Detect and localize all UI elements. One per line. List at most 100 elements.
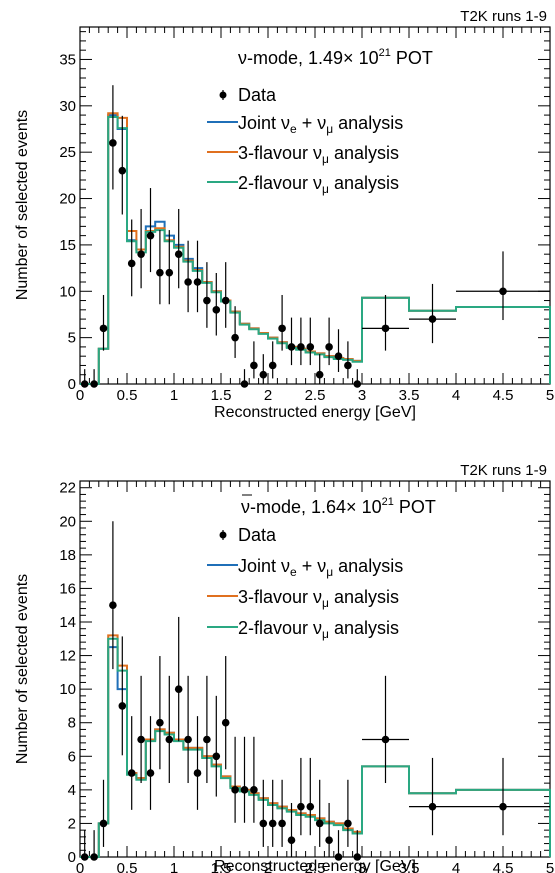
- x-tick-label: 5: [546, 860, 554, 873]
- data-point: [193, 716, 202, 810]
- data-marker: [212, 752, 221, 761]
- data-marker: [297, 802, 305, 811]
- y-tick-label: 14: [59, 614, 76, 631]
- legend-entry-two-flavour: 2-flavour νμ analysis: [207, 618, 399, 641]
- data-point: [297, 757, 305, 836]
- data-point: [306, 317, 315, 366]
- data-point: [165, 675, 174, 784]
- data-point: [212, 695, 221, 797]
- data-marker: [325, 343, 333, 351]
- data-marker: [109, 601, 117, 610]
- data-points: [80, 521, 550, 861]
- data-marker: [428, 315, 437, 323]
- data-marker: [344, 819, 352, 828]
- y-tick-label: 20: [59, 513, 76, 530]
- data-point: [306, 757, 315, 836]
- legend-entry-data: Data: [219, 85, 277, 105]
- data-point: [184, 240, 192, 313]
- data-point: [99, 294, 108, 351]
- legend: ν-mode, 1.49× 1021 POT Data Joint νe + ν…: [207, 47, 433, 196]
- data-point: [231, 306, 239, 358]
- data-point: [259, 354, 268, 384]
- y-tick-label: 20: [59, 191, 76, 208]
- y-tick-label: 4: [68, 782, 76, 799]
- data-point: [156, 230, 164, 305]
- data-marker: [334, 853, 343, 861]
- data-marker: [99, 819, 108, 828]
- x-tick-label: 4: [452, 860, 460, 873]
- data-point: [287, 317, 296, 366]
- x-tick-label: 4.5: [493, 860, 514, 873]
- x-tick-label: 3: [358, 860, 366, 873]
- x-tick-label: 5: [546, 387, 554, 404]
- data-marker: [127, 259, 136, 268]
- data-point: [259, 779, 268, 847]
- data-point: [127, 716, 136, 810]
- data-marker: [165, 735, 174, 744]
- data-marker: [174, 685, 183, 693]
- data-marker: [174, 250, 183, 258]
- data-marker: [259, 819, 268, 828]
- data-point: [109, 521, 117, 670]
- data-point: [278, 294, 286, 351]
- data-marker: [137, 735, 145, 744]
- chart-panel-nu-mode: T2K runs 1-9 0 0.5 1 1.5 2 2.5 3 3.5 4 4.5 5 0 5 10 1…: [14, 8, 554, 421]
- data-marker: [156, 718, 164, 727]
- x-axis: 0 0.5 1 1.5 2 2.5 3 3.5 4 4.5 5: [76, 481, 554, 873]
- histogram-lines: [80, 634, 551, 858]
- data-point: [156, 656, 164, 770]
- y-tick-label: 10: [59, 681, 76, 698]
- data-point: [315, 354, 324, 384]
- y-tick-label: 5: [68, 330, 76, 347]
- data-marker: [306, 343, 315, 351]
- y-axis-title: Number of selected events: [14, 574, 31, 764]
- data-point: [334, 329, 343, 372]
- x-tick-label: 3.5: [399, 860, 420, 873]
- y-tick-label: 22: [59, 480, 76, 497]
- x-tick-label: 0: [76, 387, 84, 404]
- data-point: [80, 369, 89, 388]
- data-point: [174, 208, 183, 289]
- y-axis: 0 2 4 6 8 10 12 14 16 18 20 22: [59, 480, 550, 866]
- legend-entry-data: Data: [219, 525, 277, 545]
- data-marker: [212, 306, 221, 314]
- y-tick-label: 8: [68, 715, 76, 732]
- x-tick-label: 1.5: [211, 860, 232, 873]
- data-marker: [381, 324, 390, 333]
- data-point: [278, 779, 286, 847]
- data-marker: [184, 278, 192, 286]
- x-tick-label: 1: [170, 387, 178, 404]
- data-point: [268, 341, 277, 379]
- data-point: [362, 294, 409, 351]
- data-marker: [80, 380, 89, 388]
- data-marker: [127, 769, 136, 777]
- mode-title: ν-mode, 1.64× 1021 POT: [241, 496, 436, 517]
- legend-entry-joint: Joint νe + νμ analysis: [207, 113, 403, 136]
- data-marker: [221, 718, 230, 727]
- data-point: [90, 830, 98, 861]
- data-point: [409, 283, 456, 344]
- data-marker: [344, 361, 352, 370]
- data-marker: [146, 769, 155, 777]
- data-marker: [203, 735, 211, 744]
- chart-panel-antinu-mode: T2K runs 1-9 0 0.5 1 1.5 2 2.5 3 3.5 4 4.5 5 0 2 4 6 8…: [14, 462, 554, 873]
- data-point: [146, 188, 155, 273]
- data-point: [80, 830, 89, 861]
- histogram-lines: [80, 112, 551, 385]
- legend-entry-three-flavour: 3-flavour νμ analysis: [207, 143, 399, 166]
- data-point: [362, 675, 409, 784]
- data-point: [118, 115, 127, 215]
- data-marker: [90, 853, 98, 861]
- data-marker: [90, 380, 98, 388]
- y-axis: 0 5 10 15 20 25 30 35: [59, 31, 550, 393]
- data-marker: [109, 139, 117, 147]
- x-tick-label: 3: [358, 387, 366, 404]
- data-point: [109, 85, 117, 190]
- data-marker: [240, 786, 249, 794]
- data-point: [118, 636, 127, 756]
- data-point: [127, 219, 136, 297]
- y-tick-label: 6: [68, 748, 76, 765]
- data-marker: [146, 231, 155, 240]
- y-tick-label: 0: [68, 376, 76, 393]
- chart-header: T2K runs 1-9: [460, 462, 547, 479]
